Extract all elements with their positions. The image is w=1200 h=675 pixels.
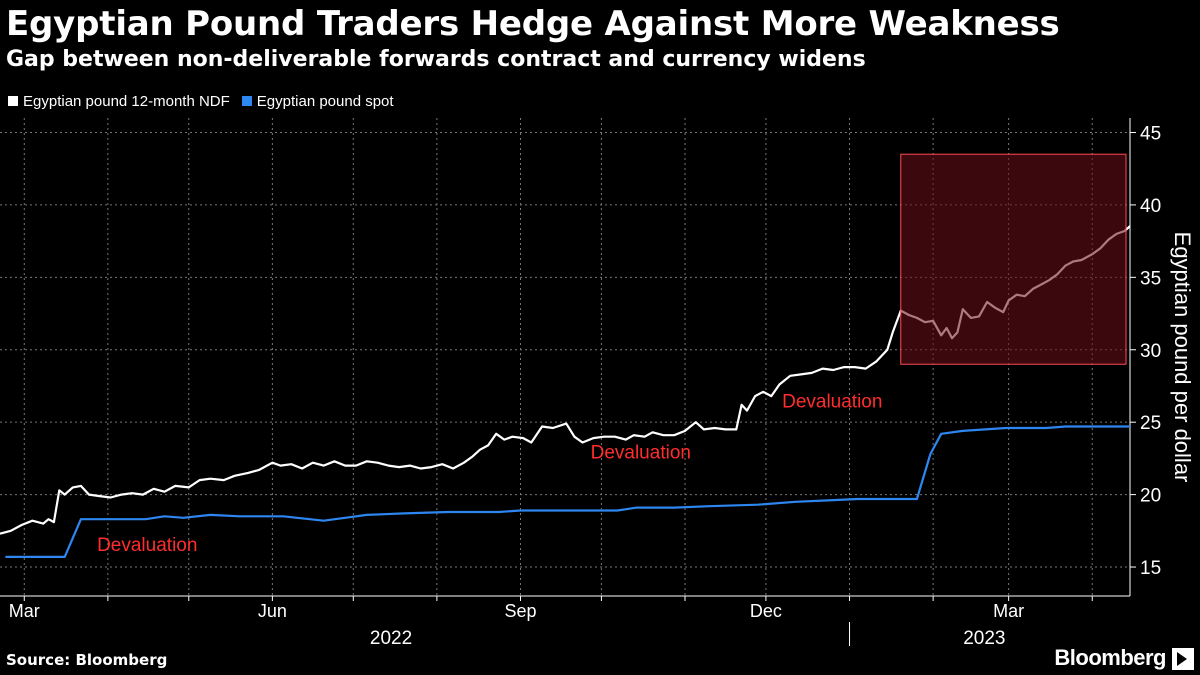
x-tick-label: Dec	[750, 601, 782, 621]
legend: Egyptian pound 12-month NDF Egyptian pou…	[8, 90, 406, 112]
x-tick-label: Mar	[9, 601, 40, 621]
y-axis-title: Egyptian pound per dollar	[1170, 232, 1195, 483]
x-tick-label: Sep	[504, 601, 536, 621]
bloomberg-mark-icon	[1172, 648, 1194, 670]
annotation-devaluation: Devaluation	[97, 535, 197, 556]
x-tick-label: Mar	[993, 601, 1024, 621]
year-label: 2023	[963, 628, 1005, 649]
annotation-devaluation: Devaluation	[782, 392, 882, 413]
series-line-spot	[5, 425, 1130, 558]
x-tick-label: Jun	[258, 601, 287, 621]
source-note: Source: Bloomberg	[6, 651, 168, 669]
chart-title: Egyptian Pound Traders Hedge Against Mor…	[6, 4, 1060, 44]
bloomberg-logo: Bloomberg	[1054, 645, 1166, 670]
legend-label-spot: Egyptian pound spot	[256, 92, 394, 110]
highlight-box	[900, 153, 1127, 365]
legend-item-spot: Egyptian pound spot	[241, 92, 394, 110]
legend-label-ndf: Egyptian pound 12-month NDF	[23, 92, 230, 110]
legend-swatch-spot	[241, 96, 252, 106]
legend-swatch-ndf	[8, 96, 18, 106]
y-tick-label: 15	[1140, 558, 1161, 579]
y-tick-label: 25	[1140, 413, 1161, 434]
y-tick-label: 20	[1140, 486, 1161, 507]
y-tick-label: 30	[1140, 341, 1161, 362]
legend-item-ndf: Egyptian pound 12-month NDF	[8, 93, 230, 110]
y-tick-label: 40	[1140, 196, 1161, 217]
y-tick-label: 35	[1140, 268, 1161, 289]
chart-subtitle: Gap between non-deliverable forwards con…	[6, 47, 866, 72]
annotation-devaluation: Devaluation	[591, 442, 691, 463]
y-tick-label: 45	[1140, 123, 1161, 144]
year-label: 2022	[370, 628, 412, 649]
